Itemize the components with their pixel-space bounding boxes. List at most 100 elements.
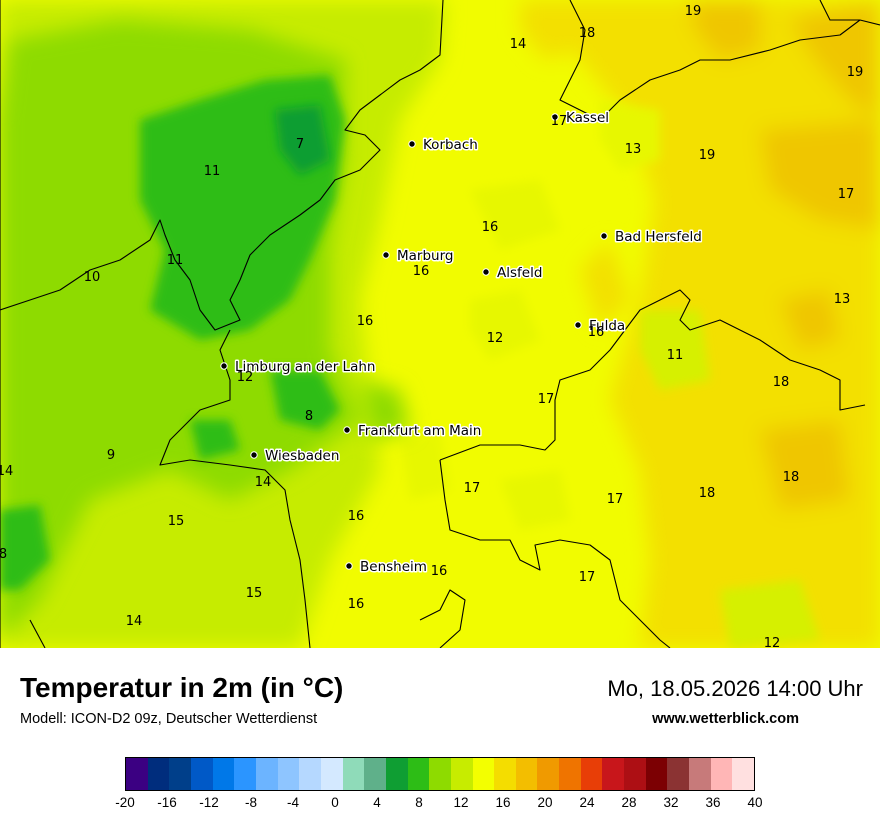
- temperature-value: 10: [84, 270, 101, 285]
- color-scale-swatch: [364, 758, 386, 790]
- color-scale-swatch: [537, 758, 560, 790]
- temperature-value: 8: [305, 409, 313, 424]
- color-scale-swatch: [710, 758, 733, 790]
- model-source: Modell: ICON-D2 09z, Deutscher Wetterdie…: [20, 711, 318, 727]
- color-scale-swatch: [212, 758, 235, 790]
- city-label: Fulda: [589, 318, 625, 334]
- temperature-value: 9: [107, 448, 115, 463]
- color-scale-swatch: [667, 758, 690, 790]
- color-scale-tick: 8: [415, 795, 423, 810]
- color-scale-swatch: [234, 758, 256, 790]
- temperature-value: 17: [607, 492, 624, 507]
- city-label: Bad Hersfeld: [615, 229, 702, 245]
- color-scale-swatch: [429, 758, 451, 790]
- color-scale-swatch: [645, 758, 668, 790]
- color-scale-tick: 0: [331, 795, 339, 810]
- color-scale-tick: -12: [199, 795, 219, 810]
- temperature-value: 12: [487, 331, 504, 346]
- color-scale-swatch: [407, 758, 430, 790]
- city-dot: [482, 268, 490, 276]
- color-scale-swatch: [689, 758, 711, 790]
- temperature-value: 16: [348, 597, 365, 612]
- temperature-value: 8: [0, 547, 7, 562]
- color-scale-tick: 20: [537, 795, 553, 810]
- city-dot: [220, 362, 228, 370]
- temperature-value: 14: [126, 614, 143, 629]
- city-label: Frankfurt am Main: [358, 423, 481, 439]
- city-dot: [382, 251, 390, 259]
- color-scale-swatch: [515, 758, 538, 790]
- city-dot: [345, 562, 353, 570]
- temperature-value: 12: [237, 370, 254, 385]
- color-scale-tick: -16: [157, 795, 177, 810]
- temperature-value: 18: [699, 486, 716, 501]
- color-scale-swatch: [277, 758, 300, 790]
- color-scale-bar: [125, 757, 755, 791]
- color-scale-swatch: [494, 758, 516, 790]
- temperature-value: 18: [783, 470, 800, 485]
- temperature-value: 17: [551, 114, 568, 129]
- map-title: Temperatur in 2m (in °C): [20, 672, 344, 703]
- color-scale-swatch: [450, 758, 473, 790]
- color-scale-ticks: -20 -16 -12 -8 -4 0 4 8 12 16 20 24 28 32 36 40: [115, 795, 762, 815]
- temp-field-coolest-region: [275, 105, 330, 175]
- city-label: Alsfeld: [497, 265, 542, 281]
- temperature-value: 14: [510, 37, 527, 52]
- temperature-value: 18: [773, 375, 790, 390]
- city-label: Kassel: [566, 110, 609, 126]
- color-scale-tick: 36: [705, 795, 721, 810]
- temperature-value: 15: [168, 514, 185, 529]
- temperature-value: 17: [579, 570, 596, 585]
- color-scale-tick: 32: [663, 795, 679, 810]
- city-dot: [574, 321, 582, 329]
- temperature-value: 17: [464, 481, 481, 496]
- color-scale-tick: -20: [115, 795, 135, 810]
- temperature-map: Kassel Korbach Bad Hersfeld Marburg Alsfeld F…: [0, 0, 880, 648]
- city-label: Limburg an der Lahn: [235, 359, 375, 375]
- color-scale-swatch: [147, 758, 170, 790]
- border-lines: [0, 0, 880, 648]
- color-scale-swatch: [342, 758, 365, 790]
- color-scale-swatch: [559, 758, 581, 790]
- temperature-value: 17: [838, 187, 855, 202]
- color-scale-swatch: [320, 758, 343, 790]
- temperature-labels: 19 18 14 19 17 13 19 7 11 17 16 11 10 16 13 16 12 16 11 12 1…: [0, 4, 863, 648]
- color-scale-tick: 28: [621, 795, 637, 810]
- city-dot: [343, 426, 351, 434]
- city-label: Wiesbaden: [265, 448, 339, 464]
- color-scale-swatch: [126, 758, 148, 790]
- color-scale-tick: 16: [495, 795, 511, 810]
- temperature-value: 16: [482, 220, 499, 235]
- temperature-value: 14: [0, 464, 13, 479]
- color-scale-swatch: [169, 758, 191, 790]
- map-footer: Temperatur in 2m (in °C) Modell: ICON-D2…: [0, 648, 880, 830]
- temperature-value: 16: [413, 264, 430, 279]
- temperature-value: 7: [296, 137, 304, 152]
- color-scale-swatch: [580, 758, 603, 790]
- temperature-value: 14: [255, 475, 272, 490]
- city-label: Marburg: [397, 248, 453, 264]
- color-scale-tick: 24: [579, 795, 595, 810]
- city-dot: [250, 451, 258, 459]
- color-scale-swatch: [385, 758, 408, 790]
- city-label: Bensheim: [360, 559, 427, 575]
- color-scale-swatch: [624, 758, 646, 790]
- temperature-value: 19: [847, 65, 864, 80]
- city-dot: [408, 140, 416, 148]
- color-scale-tick: -8: [244, 795, 258, 810]
- temperature-value: 13: [834, 292, 851, 307]
- website-link[interactable]: www.wetterblick.com: [652, 711, 799, 727]
- color-scale-swatch: [732, 758, 755, 790]
- city-dot: [600, 232, 608, 240]
- temperature-value: 11: [204, 164, 221, 179]
- temp-field-warm-region: [520, 0, 880, 648]
- city-dot: [551, 113, 559, 121]
- temperature-value: 11: [667, 348, 684, 363]
- city-markers: Kassel Korbach Bad Hersfeld Marburg Alsfeld F…: [220, 109, 703, 577]
- city-label: Korbach: [423, 137, 478, 153]
- temperature-value: 16: [588, 325, 605, 340]
- temperature-value: 19: [685, 4, 702, 19]
- temperature-value: 16: [357, 314, 374, 329]
- temperature-value: 16: [348, 509, 365, 524]
- color-scale-tick: 12: [453, 795, 469, 810]
